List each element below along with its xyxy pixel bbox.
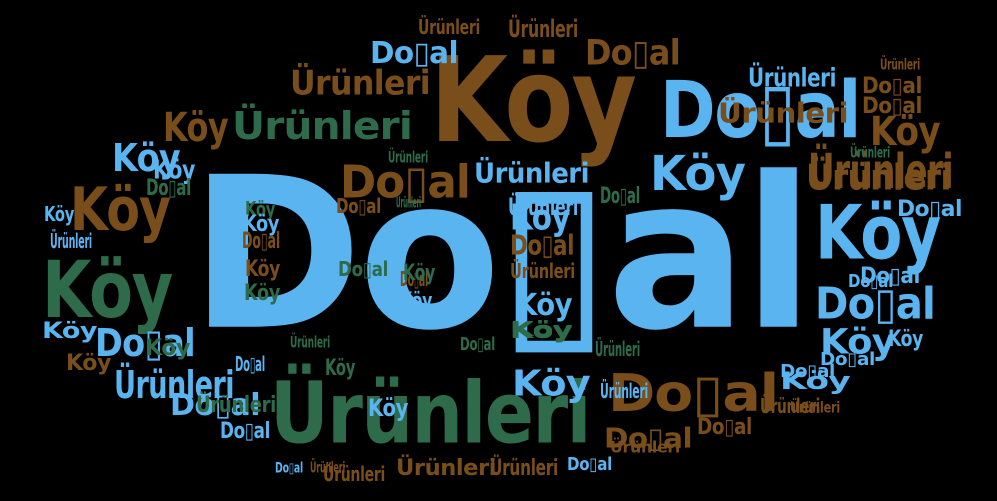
cloud-word: Ürünleri	[290, 63, 431, 103]
cloud-word: Ürünleri	[396, 454, 496, 481]
cloud-word: Ürünleri	[196, 391, 276, 418]
cloud-word: Köy	[820, 322, 896, 363]
cloud-word: Ürünleri	[718, 97, 849, 130]
cloud-word: Köy	[516, 287, 573, 323]
cloud-word: Ürünleri	[418, 16, 481, 40]
cloud-word: Do▯al	[860, 262, 921, 289]
cloud-word: Ürünleri	[880, 55, 921, 74]
cloud-word: Köy	[403, 259, 435, 286]
cloud-word: Do▯al	[815, 277, 936, 330]
cloud-word: Ürünleri	[806, 156, 952, 199]
cloud-word: Ürünleri	[790, 398, 840, 417]
cloud-word: Köy	[153, 154, 196, 185]
cloud-word: Do▯al	[220, 417, 270, 444]
cloud-word: Köy	[650, 145, 746, 202]
cloud-word: Do▯al	[660, 64, 861, 156]
cloud-word: Köy	[245, 255, 280, 282]
cloud-word: Do▯al	[370, 35, 459, 71]
cloud-word: Ürünleri	[508, 15, 579, 44]
cloud-word: Do▯al	[862, 72, 923, 99]
cloud-word: Köy	[245, 198, 276, 222]
cloud-word: Do▯al	[862, 92, 923, 119]
cloud-word: Do▯al	[567, 453, 613, 475]
cloud-word: Ürünleri	[595, 338, 640, 362]
cloud-word: Köy	[42, 317, 98, 344]
cloud-word: Köy	[70, 174, 171, 245]
cloud-word: Köy	[815, 188, 941, 277]
cloud-word: Ürünleri	[310, 458, 346, 477]
cloud-word: Ürünleri	[600, 380, 648, 404]
cloud-word: Do▯al	[340, 155, 471, 209]
cloud-word: Ürünleri	[808, 143, 954, 200]
cloud-word: Köy	[510, 196, 571, 239]
cloud-word: Do▯al	[336, 195, 381, 219]
cloud-word: Ürünleri	[610, 438, 681, 457]
cloud-word: Ürünleri	[474, 157, 590, 190]
cloud-word: Köy	[512, 362, 591, 405]
cloud-word: Köy	[145, 334, 191, 361]
cloud-word: Köy	[368, 394, 408, 423]
cloud-word: Do▯al	[146, 174, 191, 201]
cloud-word: Do▯al	[608, 362, 779, 424]
cloud-word: Köy	[870, 107, 941, 155]
cloud-word: Do▯al	[242, 227, 281, 254]
cloud-word: Köy	[244, 279, 281, 306]
cloud-word: Do▯al	[780, 360, 835, 382]
cloud-word: Ürünleri	[290, 333, 330, 352]
cloud-word: Ürünleri	[388, 148, 428, 167]
cloud-word: Do▯al	[170, 387, 261, 423]
cloud-word: Do▯al	[338, 258, 388, 282]
cloud-word: Ürünleri	[270, 364, 591, 464]
cloud-word: Do▯al	[510, 229, 575, 262]
cloud-word: Do▯al	[190, 133, 814, 377]
cloud-word: Do▯al	[400, 268, 429, 292]
cloud-word: Köy	[44, 203, 75, 227]
cloud-word: Köy	[510, 317, 573, 344]
cloud-word: Ürünleri	[114, 363, 235, 409]
cloud-word: Ürünleri	[508, 193, 579, 222]
cloud-word: Köy	[325, 354, 355, 381]
cloud-word: Do▯al	[697, 413, 752, 440]
cloud-word: Köy	[112, 136, 181, 182]
cloud-word: Köy	[42, 244, 173, 336]
cloud-word: Köy	[780, 367, 851, 396]
cloud-word: Ürünleri	[490, 454, 559, 481]
cloud-word: Ürünleri	[510, 260, 575, 284]
cloud-word: Ürünleri	[323, 463, 386, 487]
cloud-word: Köy	[243, 210, 280, 237]
cloud-word: Ürünleri	[850, 143, 891, 162]
cloud-word: Do▯al	[275, 459, 303, 477]
cloud-word: Do▯al	[460, 333, 496, 355]
cloud-word: Do▯al	[897, 195, 963, 222]
cloud-word: Köy	[66, 349, 112, 376]
cloud-word: Ürünleri	[232, 104, 413, 150]
cloud-word: Do▯al	[585, 33, 681, 74]
cloud-word: Köy	[510, 318, 573, 342]
cloud-word: Do▯al	[820, 348, 875, 370]
cloud-word: Do▯al	[604, 422, 693, 455]
cloud-word: Ürünleri	[760, 395, 821, 419]
cloud-word: Do▯al	[600, 182, 640, 209]
cloud-word: Do▯al	[95, 321, 196, 367]
cloud-word: Köy	[888, 325, 923, 352]
cloud-word: Köy	[400, 287, 432, 314]
cloud-word: Do▯al	[235, 353, 265, 377]
cloud-word: Ürünleri	[748, 62, 837, 93]
cloud-word: Köy	[163, 103, 229, 151]
cloud-word: Köy	[430, 32, 637, 170]
cloud-word: Ürünleri	[396, 193, 422, 212]
cloud-word: Do▯al	[848, 270, 894, 292]
cloud-word: Ürünleri	[50, 230, 93, 254]
